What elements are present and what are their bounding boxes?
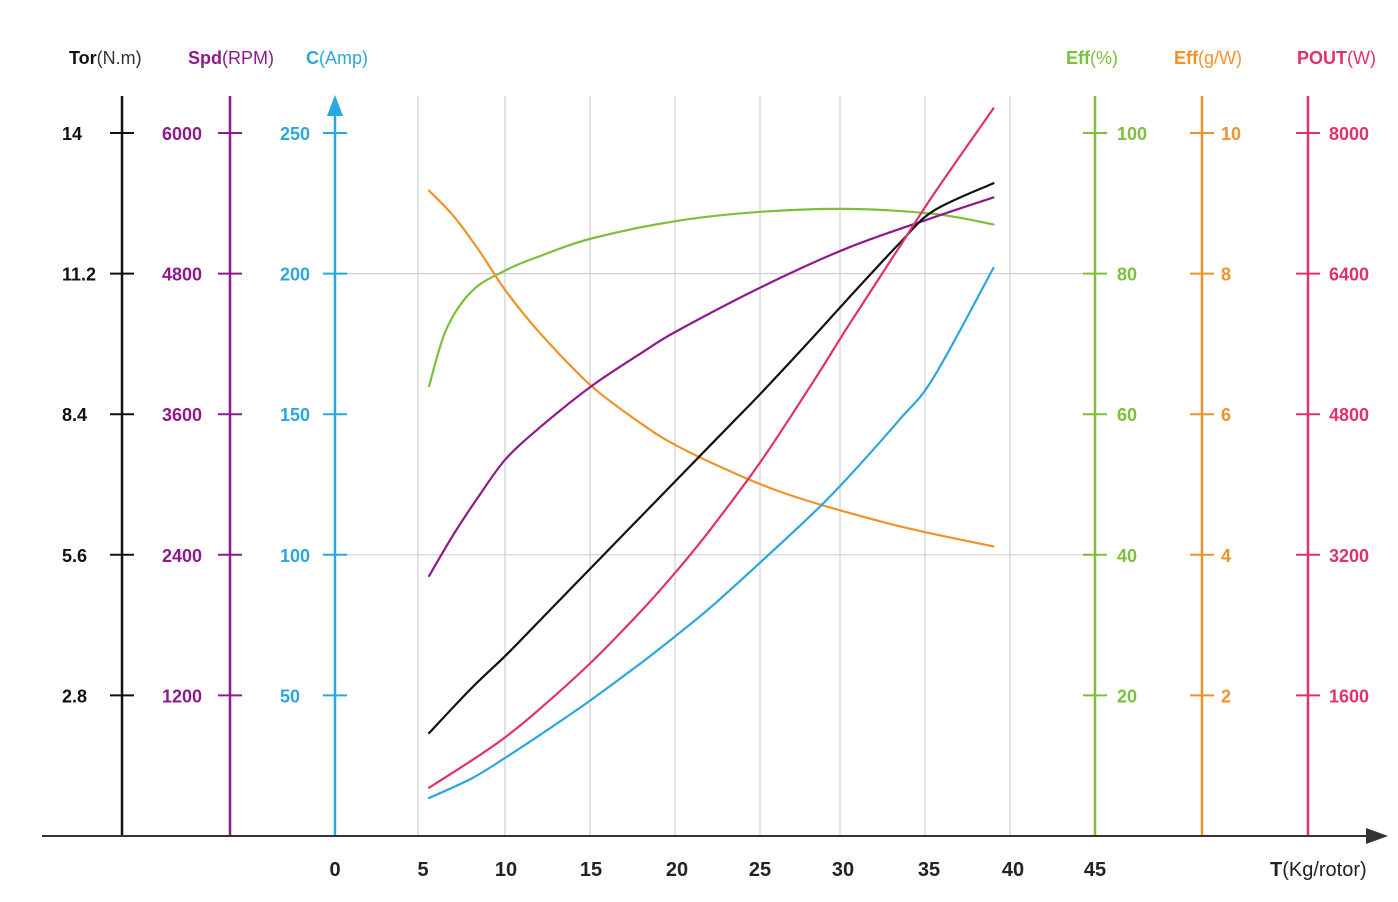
series-line-pout — [428, 107, 995, 789]
axis-effp-tick-label-3: 80 — [1117, 265, 1137, 285]
axis-pout-tick-label-2: 4800 — [1329, 405, 1369, 425]
axis-effg-tick-label-1: 4 — [1221, 546, 1231, 566]
x-axis-arrow-icon — [1366, 828, 1388, 844]
axis-effg-tick-label-4: 10 — [1221, 124, 1241, 144]
axis-amp-tick-label-1: 100 — [280, 546, 310, 566]
axis-effg-tick-label-0: 2 — [1221, 686, 1231, 706]
axis-tor-tick-label-3: 11.2 — [62, 265, 96, 285]
axis-pout-tick-label-4: 8000 — [1329, 124, 1369, 144]
x-tick-label-1: 5 — [417, 859, 428, 881]
series-line-tor — [428, 182, 995, 735]
axis-pout-tick-label-1: 3200 — [1329, 546, 1369, 566]
series-line-amp — [428, 266, 995, 800]
axis-spd-tick-label-0: 1200 — [162, 686, 202, 706]
x-axis-title: T(Kg/rotor) — [1270, 859, 1367, 881]
axis-effp-tick-label-0: 20 — [1117, 686, 1137, 706]
axis-pout-tick-label-3: 6400 — [1329, 265, 1369, 285]
x-tick-label-9: 45 — [1084, 859, 1106, 881]
x-tick-label-2: 10 — [495, 859, 517, 881]
axis-amp-title: C(Amp) — [306, 48, 368, 68]
axis-pout-tick-label-0: 1600 — [1329, 686, 1369, 706]
axis-amp-tick-label-4: 250 — [280, 124, 310, 144]
axis-spd-tick-label-3: 4800 — [162, 265, 202, 285]
axis-amp-tick-label-3: 200 — [280, 265, 310, 285]
axis-pout-title: POUT(W) — [1297, 48, 1376, 68]
axis-effp-title: Eff(%) — [1066, 48, 1118, 68]
series-line-effp — [428, 207, 995, 388]
grid-lines — [335, 96, 1095, 836]
axis-spd-tick-label-1: 2400 — [162, 546, 202, 566]
axis-spd-tick-label-4: 6000 — [162, 124, 202, 144]
axis-effg-tick-label-2: 6 — [1221, 405, 1231, 425]
x-tick-label-6: 30 — [832, 859, 854, 881]
x-tick-label-7: 35 — [918, 859, 940, 881]
axis-tor-tick-label-4: 14 — [62, 124, 82, 144]
x-tick-label-0: 0 — [329, 859, 340, 881]
series-line-spd — [428, 196, 995, 577]
series-line-effg — [428, 189, 995, 548]
axis-spd-title: Spd(RPM) — [188, 48, 274, 68]
axis-effp-tick-label-4: 100 — [1117, 124, 1147, 144]
axis-tor-tick-label-0: 2.8 — [62, 686, 87, 706]
x-axis-group: 0 5 10 15 20 25 30 35 40 45 T(Kg/rotor) — [42, 828, 1388, 881]
axes-group: Tor(N.m) 2.8 5.6 8.4 11.2 14 Spd(RPM) 1200 2400 3… — [62, 48, 1376, 836]
x-tick-label-3: 15 — [580, 859, 602, 881]
axis-tor-tick-label-2: 8.4 — [62, 405, 87, 425]
series-group — [428, 107, 995, 800]
axis-tor-tick-label-1: 5.6 — [62, 546, 87, 566]
axis-effg-title: Eff(g/W) — [1174, 48, 1242, 68]
axis-effg-tick-label-3: 8 — [1221, 265, 1231, 285]
x-tick-label-4: 20 — [666, 859, 688, 881]
axis-effp-tick-label-1: 40 — [1117, 546, 1137, 566]
axis-tor-title: Tor(N.m) — [69, 48, 142, 68]
x-tick-label-8: 40 — [1002, 859, 1024, 881]
axis-amp-arrow-icon — [327, 95, 343, 116]
axis-amp-tick-label-2: 150 — [280, 405, 310, 425]
x-tick-label-5: 25 — [749, 859, 771, 881]
axis-effp-tick-label-2: 60 — [1117, 405, 1137, 425]
axis-spd-tick-label-2: 3600 — [162, 405, 202, 425]
axis-amp-tick-label-0: 50 — [280, 686, 300, 706]
